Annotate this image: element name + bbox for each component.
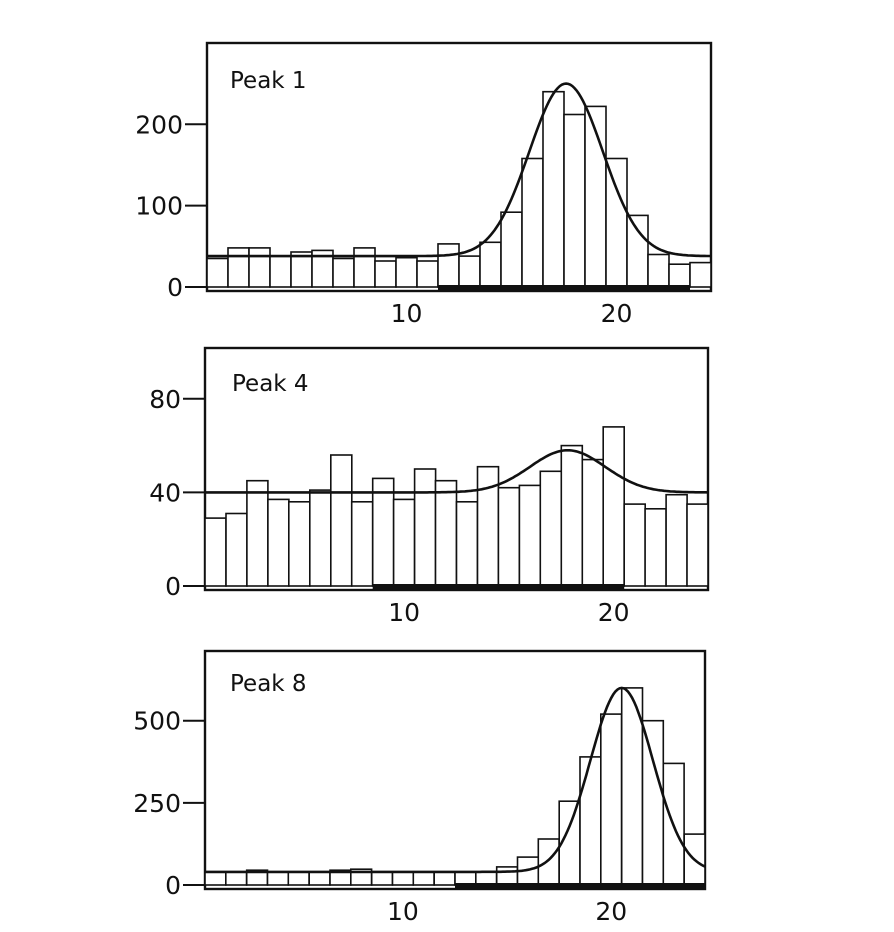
bar (497, 486, 521, 587)
y-tick-label: 250 (133, 789, 181, 818)
panel-peak-8-frame (203, 649, 707, 891)
bar (542, 90, 565, 288)
y-tick-label: 0 (165, 572, 181, 601)
bar (539, 470, 563, 587)
bar (353, 247, 376, 288)
bar (287, 871, 310, 886)
panel-peak-8-title: Peak 8 (230, 671, 307, 697)
bar (287, 500, 311, 587)
bar (686, 503, 709, 587)
panel-peak-4-bars (204, 426, 709, 587)
bar (371, 477, 395, 587)
bar (599, 713, 623, 886)
bar (537, 838, 560, 886)
bar (626, 214, 649, 288)
bar (689, 261, 712, 288)
x-tick-label: 20 (598, 598, 630, 627)
bar (332, 257, 355, 288)
y-tick-label: 40 (149, 478, 181, 507)
panel-peak-8-fit-curve (205, 686, 706, 874)
y-tick-label: 0 (165, 871, 181, 900)
bar (458, 255, 481, 288)
bar (225, 871, 248, 886)
panel-peak-8-bars (204, 687, 706, 886)
bar (329, 454, 353, 587)
bar (227, 247, 250, 288)
bar (416, 260, 439, 288)
y-tick-label: 80 (149, 385, 181, 414)
bar (668, 263, 691, 288)
bar (560, 444, 584, 587)
bar (204, 871, 227, 886)
bar (267, 498, 290, 587)
bar (455, 500, 479, 587)
bar (225, 512, 248, 587)
bar (392, 498, 416, 587)
bar (665, 493, 688, 587)
bar (413, 468, 437, 587)
bar (248, 247, 271, 288)
bar (647, 253, 670, 288)
panel-peak-1-title: Peak 1 (230, 68, 307, 94)
bar (644, 507, 667, 587)
panel-peak-8-y-ticks: 0 250 500 (133, 707, 205, 900)
x-tick-label: 10 (387, 897, 419, 926)
bar (370, 871, 394, 886)
panel-peak-4-fit-curve (205, 449, 709, 494)
panel-peak-8: 0 250 500 10 20 Peak 8 (133, 649, 707, 926)
bar (204, 517, 227, 587)
x-tick-label: 10 (388, 598, 420, 627)
panel-peak-1-fit-curve (207, 82, 711, 258)
bar (206, 257, 229, 288)
bar (266, 871, 290, 886)
bar (518, 484, 542, 587)
panel-peak-4-y-ticks: 0 40 80 (149, 385, 205, 601)
bar (412, 871, 435, 886)
bar (433, 871, 456, 886)
bar (308, 489, 332, 587)
bar (269, 255, 292, 288)
panel-peak-1-x-ticks: 10 20 (391, 299, 633, 328)
bar (521, 157, 544, 288)
bar (350, 500, 374, 587)
y-tick-label: 500 (133, 707, 181, 736)
bar (641, 719, 665, 886)
bar (395, 256, 418, 288)
bar (581, 458, 605, 587)
x-tick-label: 20 (595, 897, 627, 926)
panel-peak-1: 0 100 200 10 20 Peak 1 (135, 41, 713, 328)
bar (563, 113, 586, 288)
x-tick-label: 20 (601, 299, 633, 328)
bar (495, 866, 519, 886)
bar (308, 871, 331, 886)
y-tick-label: 0 (167, 273, 183, 302)
panel-peak-4-title: Peak 4 (232, 371, 309, 397)
bar (391, 871, 415, 886)
bar (579, 756, 602, 886)
bar (602, 426, 626, 587)
y-tick-label: 200 (135, 110, 183, 139)
bar (437, 243, 460, 288)
panel-peak-4: 0 40 80 10 20 Peak 4 (149, 346, 710, 627)
bar (605, 157, 628, 288)
bar (246, 479, 269, 587)
bar (500, 211, 523, 288)
panel-peak-4-x-ticks: 10 20 (388, 598, 629, 627)
bar (374, 260, 397, 288)
bar (623, 503, 647, 587)
panel-peak-4-frame (203, 346, 710, 592)
bar (434, 479, 458, 587)
panel-peak-8-x-ticks: 10 20 (387, 897, 627, 926)
y-tick-label: 100 (135, 192, 183, 221)
x-tick-label: 10 (391, 299, 423, 328)
panel-peak-1-frame (205, 41, 713, 293)
bar (479, 241, 502, 288)
panel-peak-1-y-ticks: 0 100 200 (135, 110, 207, 302)
panel-peak-1-bars (206, 90, 712, 288)
